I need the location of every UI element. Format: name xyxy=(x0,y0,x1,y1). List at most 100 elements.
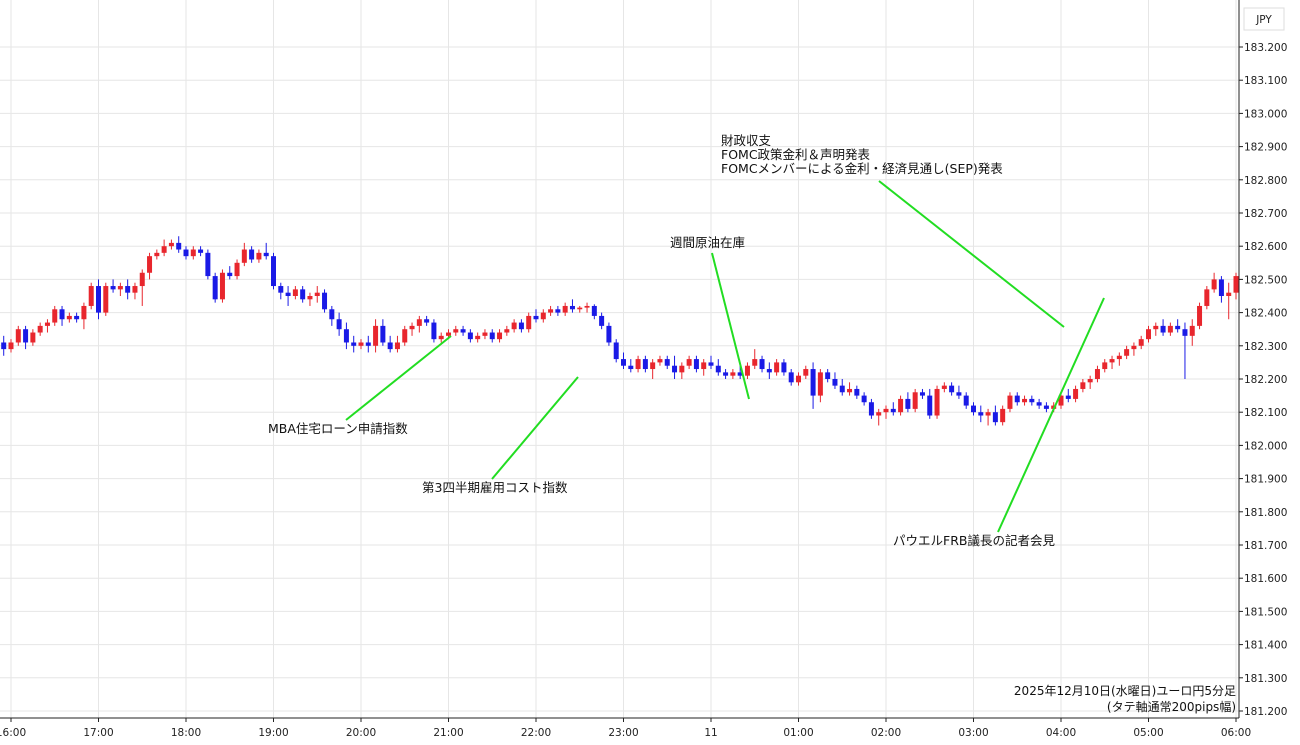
candle-body xyxy=(438,335,444,340)
annotation-oil: 週間原油在庫 xyxy=(670,235,750,400)
candle-up xyxy=(635,355,641,373)
y-tick-label: 182.300 xyxy=(1244,341,1287,353)
candle-down xyxy=(810,362,816,409)
candle-down xyxy=(1014,392,1020,406)
x-tick-label: 16:00 xyxy=(0,727,26,739)
candle-body xyxy=(584,305,590,308)
candle-down xyxy=(1029,395,1035,406)
candle-up xyxy=(1073,385,1079,403)
candle-up xyxy=(88,282,94,310)
candle-body xyxy=(1073,388,1079,399)
candle-body xyxy=(825,372,831,379)
candle-up xyxy=(540,309,546,323)
candle-body xyxy=(971,405,976,413)
candle-body xyxy=(628,365,634,370)
y-tick-label: 183.000 xyxy=(1244,108,1287,120)
candle-body xyxy=(402,329,408,343)
y-axis-ticks: 183.200 183.100 183.000 182.900 182.800 182.7… xyxy=(1239,42,1287,718)
candle-body xyxy=(358,342,364,346)
x-tick-label: 22:00 xyxy=(521,727,551,739)
candle-body xyxy=(1116,355,1122,360)
candle-up xyxy=(730,369,736,379)
candle-body xyxy=(744,365,750,376)
candle-body xyxy=(672,365,678,373)
candle-down xyxy=(205,249,211,280)
candle-body xyxy=(30,332,36,343)
candle-down xyxy=(1160,319,1166,336)
candle-body xyxy=(956,392,962,396)
x-tick-label: 04:00 xyxy=(1046,727,1076,739)
annotation-label: FOMCメンバーによる金利・経済見通し(SEP)発表 xyxy=(721,161,1003,176)
candle-body xyxy=(460,329,466,333)
candle-up xyxy=(686,355,692,370)
candle-body xyxy=(1204,289,1210,306)
candle-body xyxy=(1094,369,1100,379)
candle-body xyxy=(278,286,284,293)
candle-up xyxy=(409,322,415,336)
candle-body xyxy=(409,325,415,330)
candle-body xyxy=(475,335,481,340)
candle-body xyxy=(125,286,131,293)
candle-body xyxy=(1102,362,1108,370)
candle-down xyxy=(518,319,524,333)
candle-up xyxy=(1102,359,1108,373)
x-tick-label: 06:00 xyxy=(1221,727,1251,739)
candle-up xyxy=(8,339,14,353)
candle-down xyxy=(621,352,626,370)
candle-up xyxy=(1167,322,1173,336)
candle-up xyxy=(81,302,87,330)
candle-body xyxy=(730,372,736,376)
candle-down xyxy=(890,402,896,416)
candle-body xyxy=(88,286,94,306)
candle-up xyxy=(1080,379,1086,393)
candle-up xyxy=(1094,365,1100,383)
y-tick-label: 181.900 xyxy=(1244,474,1287,486)
candle-body xyxy=(387,342,393,350)
candle-up xyxy=(1124,345,1130,360)
candle-body xyxy=(307,296,313,300)
annotation-eci: 第3四半期雇用コスト指数 xyxy=(422,376,579,495)
candle-up xyxy=(103,282,109,316)
annotation-leader-line xyxy=(345,335,452,421)
candle-body xyxy=(868,402,874,416)
candle-body xyxy=(431,322,437,340)
candle-body xyxy=(817,372,823,396)
candle-down xyxy=(956,385,962,399)
y-tick-label: 182.700 xyxy=(1244,208,1287,220)
candle-body xyxy=(1043,405,1049,409)
candle-body xyxy=(314,292,320,296)
candle-body xyxy=(198,249,204,253)
candle-down xyxy=(642,355,648,373)
y-tick-label: 182.800 xyxy=(1244,175,1287,187)
candle-body xyxy=(890,408,896,413)
candle-down xyxy=(919,388,925,399)
candle-body xyxy=(292,289,298,296)
caption-line-1: 2025年12月10日(水曜日)ユーロ円5分足 xyxy=(1014,684,1236,698)
candle-down xyxy=(781,359,787,376)
candle-body xyxy=(59,309,65,320)
candle-body xyxy=(635,359,641,370)
candle-body xyxy=(1022,398,1028,403)
candle-down xyxy=(460,325,466,336)
candle-down xyxy=(336,312,342,336)
candle-body xyxy=(606,325,612,343)
candle-body xyxy=(1226,292,1232,296)
candle-body xyxy=(300,289,306,300)
candle-body xyxy=(650,362,656,370)
annotation-label: 財政収支 xyxy=(721,133,772,148)
y-tick-label: 182.100 xyxy=(1244,407,1287,419)
candle-body xyxy=(329,309,335,320)
y-tick-label: 181.800 xyxy=(1244,507,1287,519)
candle-up xyxy=(912,388,918,413)
x-tick-label: 01:00 xyxy=(783,727,813,739)
candle-down xyxy=(183,246,189,260)
candle-body xyxy=(103,286,109,313)
annotation-label: 週間原油在庫 xyxy=(670,235,745,250)
candle-up xyxy=(234,259,240,280)
candle-down xyxy=(868,398,874,419)
candle-body xyxy=(416,319,422,326)
candle-body xyxy=(555,309,561,313)
candle-body xyxy=(526,315,532,330)
x-tick-label: 21:00 xyxy=(433,727,463,739)
candle-up xyxy=(941,382,947,393)
